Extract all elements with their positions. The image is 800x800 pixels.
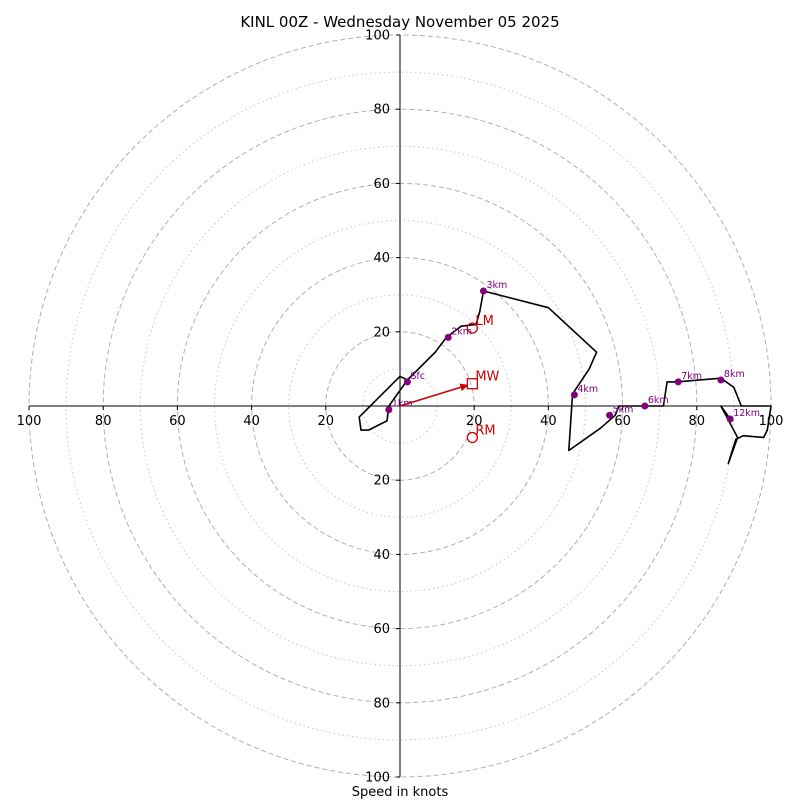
y-tick-label: 40: [373, 251, 390, 266]
hodograph-line: [358, 290, 772, 465]
height-point-3km: [479, 287, 487, 295]
height-label-4km: 4km: [577, 384, 598, 395]
height-point-6km: [641, 402, 649, 410]
height-label-5km: 5km: [613, 404, 634, 415]
tick-labels: 100 80 60 40 20 20 40 60 80 100 100 80 60 40 20 20 40 60 8…: [17, 29, 784, 786]
height-point-7km: [674, 378, 682, 386]
height-point-4km: [570, 391, 578, 399]
height-label-12km: 12km: [733, 408, 760, 419]
y-tick-label: 40: [373, 548, 390, 563]
y-tick-label: 60: [373, 177, 390, 192]
height-point-2km: [444, 333, 452, 341]
x-tick-label: 20: [318, 414, 335, 429]
x-tick-label: 60: [614, 414, 631, 429]
x-axis-label: Speed in knots: [352, 785, 449, 800]
y-tick-label: 80: [373, 696, 390, 711]
height-label-2km: 2km: [451, 326, 472, 337]
y-tick-label: 20: [373, 325, 390, 340]
y-tick-label: 100: [365, 771, 390, 786]
x-tick-label: 20: [466, 414, 483, 429]
lm-label: LM: [475, 314, 493, 329]
x-tick-label: 40: [243, 414, 260, 429]
height-label-7km: 7km: [681, 371, 702, 382]
mean-wind-arrow: [399, 383, 469, 407]
x-tick-label: 40: [540, 414, 557, 429]
mw-label: MW: [475, 370, 499, 385]
height-point-8km: [717, 376, 725, 384]
y-tick-label: 100: [365, 29, 390, 44]
x-tick-label: 100: [17, 414, 42, 429]
y-tick-label: 20: [373, 474, 390, 489]
rm-label: RM: [475, 424, 495, 439]
rm-marker: [466, 431, 478, 444]
height-point-sfc: [403, 378, 411, 386]
storm-motion-markers: LM MW RM: [399, 314, 500, 444]
height-label-3km: 3km: [486, 280, 507, 291]
x-tick-label: 80: [95, 414, 112, 429]
x-tick-label: 100: [759, 414, 784, 429]
height-markers: Sfc 1km 2km 3km 4km 5km 6km 7km 8km 12km: [385, 280, 760, 423]
chart-title: KINL 00Z - Wednesday November 05 2025: [240, 13, 559, 31]
y-tick-label: 80: [373, 103, 390, 118]
y-tick-label: 60: [373, 622, 390, 637]
height-label-6km: 6km: [648, 395, 669, 406]
lm-marker: [466, 322, 478, 334]
height-point-12km: [726, 415, 734, 423]
height-label-8km: 8km: [724, 369, 745, 380]
mw-marker: [466, 378, 478, 390]
height-point-5km: [606, 411, 614, 419]
x-tick-label: 80: [689, 414, 706, 429]
height-point-1km: [385, 406, 393, 414]
height-label-sfc: Sfc: [410, 371, 425, 382]
height-label-1km: 1km: [392, 399, 413, 410]
hodograph-trace: [358, 290, 772, 465]
x-tick-label: 60: [169, 414, 186, 429]
